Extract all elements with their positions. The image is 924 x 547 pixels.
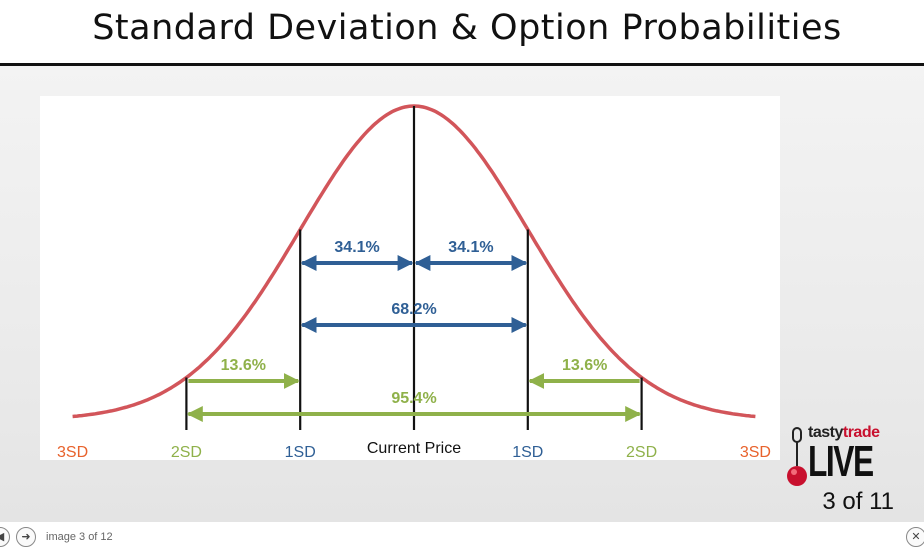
brand-name-part2: trade — [842, 424, 880, 441]
brand-name-part1: tasty — [808, 424, 843, 441]
tick-label: 3SD — [57, 444, 88, 461]
title-divider — [0, 63, 924, 66]
tick-label: 1SD — [285, 444, 316, 461]
brand-logo: tastytrade LIVE — [786, 420, 906, 490]
microphone-icon — [787, 427, 807, 486]
tick-label: 2SD — [626, 444, 657, 461]
close-icon: ✕ — [911, 531, 921, 543]
range-label: 34.1% — [448, 239, 493, 256]
range-label: 68.2% — [391, 301, 436, 318]
range-label: 34.1% — [334, 239, 379, 256]
range-label: 95.4% — [391, 390, 436, 407]
close-button[interactable]: ✕ — [906, 527, 924, 547]
brand-name: tastytrade — [808, 424, 880, 442]
slide-counter: 3 of 11 — [822, 488, 894, 515]
slide-title: Standard Deviation & Option Probabilitie… — [92, 8, 842, 48]
next-image-button[interactable]: ➜ — [16, 527, 36, 547]
tick-label: 3SD — [740, 444, 771, 461]
next-arrow-icon: ➜ — [21, 531, 31, 543]
range-label: 13.6% — [221, 357, 266, 374]
brand-live: LIVE — [808, 437, 874, 486]
range-label: 13.6% — [562, 357, 607, 374]
previous-icon: ◀ — [0, 531, 4, 543]
image-counter: image 3 of 12 — [46, 531, 113, 543]
tick-label: 2SD — [171, 444, 202, 461]
tick-label: 1SD — [512, 444, 543, 461]
viewer-toolbar — [0, 522, 924, 541]
tick-label: Current Price — [367, 440, 461, 457]
chart-panel — [40, 96, 780, 460]
